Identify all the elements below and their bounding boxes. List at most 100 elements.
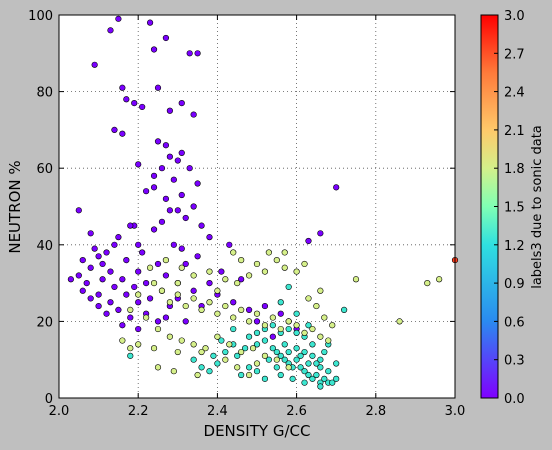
data-point [226,341,233,348]
y-tick-label: 100 [28,9,53,24]
data-point [293,322,300,329]
data-point [206,299,213,306]
data-point [293,345,300,352]
data-point [325,368,332,375]
data-point [305,322,312,329]
data-point [127,314,134,321]
data-point [146,264,154,271]
data-point [333,360,340,367]
data-point [135,291,142,298]
data-point [218,337,225,344]
data-point [301,379,308,386]
data-point [135,268,142,275]
data-point [238,348,245,356]
data-point [317,364,324,371]
data-point [253,329,261,336]
data-point [301,348,308,356]
data-point [127,345,134,352]
data-points [67,15,459,390]
data-point [273,257,280,264]
x-tick-label: 2.6 [286,404,307,419]
data-point [99,260,106,268]
data-point [119,130,126,137]
data-point [111,283,118,291]
data-point [154,364,162,371]
colorbar-tick-label: 0.9 [504,277,525,292]
data-point [265,249,272,256]
data-point [214,333,221,340]
data-point [190,287,197,294]
data-point [245,371,253,379]
data-point [293,329,300,336]
data-point [95,291,102,298]
data-point [313,360,320,367]
data-point [182,260,189,268]
data-point [285,318,292,325]
data-point [115,234,122,241]
data-point [190,356,197,363]
data-point [87,264,94,271]
data-point [174,291,181,298]
data-point [91,61,98,68]
data-point [285,283,292,291]
data-point [285,364,292,371]
y-axis-label: NEUTRON % [6,160,24,253]
data-point [222,348,229,356]
y-tick-label: 40 [36,239,53,254]
data-point [317,383,324,390]
data-point [178,337,185,344]
data-point [234,364,241,371]
data-point [146,19,154,26]
data-point [190,295,197,302]
x-axis-label: DENSITY G/CC [204,422,311,440]
data-point [245,318,253,325]
data-point [190,341,197,348]
data-point [119,84,126,91]
data-point [317,287,324,294]
x-tick-label: 2.4 [207,404,228,419]
data-point [119,337,126,344]
data-point [139,249,146,256]
data-point [119,322,126,329]
data-point [182,318,189,325]
data-point [166,333,173,340]
data-point [245,272,253,279]
data-point [253,341,261,348]
data-point [277,310,284,317]
data-point [301,329,308,336]
y-tick-label: 80 [36,86,53,101]
data-point [174,348,181,356]
data-point [261,302,269,310]
data-point [277,299,284,306]
y-tick-label: 0 [45,392,53,407]
data-point [206,280,213,287]
data-point [99,276,106,283]
data-point [293,310,300,317]
data-point [170,176,177,183]
x-tick-label: 2.8 [365,404,386,419]
data-point [309,352,316,359]
data-point [131,99,138,107]
data-point [119,276,126,283]
data-point [127,306,134,314]
data-point [305,360,312,367]
data-point [178,264,185,271]
data-point [273,356,280,363]
data-point [309,341,316,348]
colorbar-tick-label: 0.3 [504,354,525,369]
data-point [111,241,118,248]
data-point [154,325,162,333]
data-point [317,333,324,340]
data-point [297,352,304,359]
data-point [135,299,142,306]
data-point [174,157,181,164]
data-point [143,188,150,195]
data-point [198,306,205,314]
plot-area [59,15,455,398]
data-point [135,161,142,168]
data-point [352,276,360,283]
colorbar-tick-label: 3.0 [504,9,525,24]
colorbar-tick-label: 1.5 [504,201,525,216]
data-point [198,348,205,356]
data-point [135,241,142,248]
